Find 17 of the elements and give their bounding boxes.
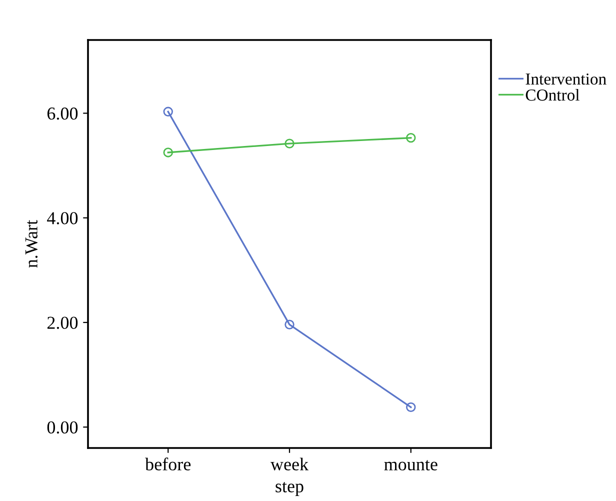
y-tick-label: 4.00: [47, 212, 78, 224]
point: [406, 402, 416, 412]
point: [284, 138, 294, 148]
x-tick-label: week: [270, 458, 309, 470]
y-axis-title: n.Wart: [25, 220, 38, 268]
x-tick-label: before: [145, 458, 191, 470]
y-tick-label: 2.00: [47, 316, 78, 329]
point: [163, 106, 173, 117]
point: [406, 132, 416, 143]
x-tick-label: mounte: [384, 460, 438, 470]
x-axis-title: step: [276, 482, 304, 496]
y-tick-label: 0.00: [47, 421, 78, 434]
point: [163, 148, 173, 158]
legend-label: COntrol: [526, 88, 580, 101]
point: [284, 320, 294, 330]
y-tick-label: 6.00: [47, 107, 78, 120]
legend-label: Intervention: [526, 73, 606, 85]
